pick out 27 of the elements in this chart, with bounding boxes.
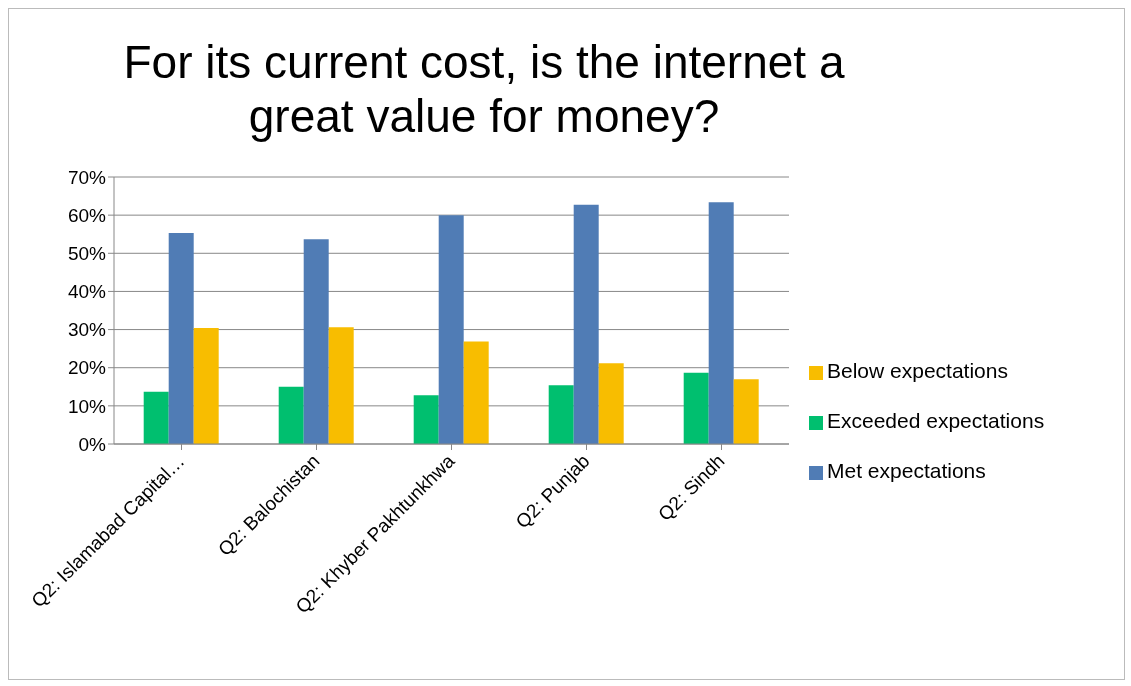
y-tick-label: 10% <box>67 395 107 417</box>
bar <box>328 327 354 444</box>
bar <box>463 341 489 444</box>
bar <box>708 202 734 444</box>
bar <box>683 372 709 444</box>
bar <box>143 391 169 444</box>
y-tick-label: 60% <box>67 204 107 226</box>
bar <box>168 233 194 444</box>
bar <box>548 385 574 444</box>
legend-label: Met expectations <box>827 458 986 482</box>
y-tick-label: 70% <box>67 166 107 188</box>
bar <box>193 328 219 444</box>
legend-label: Below expectations <box>827 358 1008 382</box>
y-tick-label: 30% <box>67 319 107 341</box>
bar <box>573 204 599 444</box>
y-tick-label: 20% <box>67 357 107 379</box>
bar <box>278 386 304 444</box>
y-tick-label: 0% <box>78 433 107 455</box>
bar <box>438 215 464 444</box>
bar <box>303 239 329 444</box>
bar <box>413 395 439 444</box>
bar <box>598 363 624 444</box>
chart-title: For its current cost, is the internet a great value for money? <box>122 35 846 143</box>
bar <box>733 379 759 444</box>
legend-label: Exceeded expectations <box>827 408 1045 432</box>
y-tick-label: 50% <box>67 243 107 265</box>
y-tick-label: 40% <box>67 281 107 303</box>
